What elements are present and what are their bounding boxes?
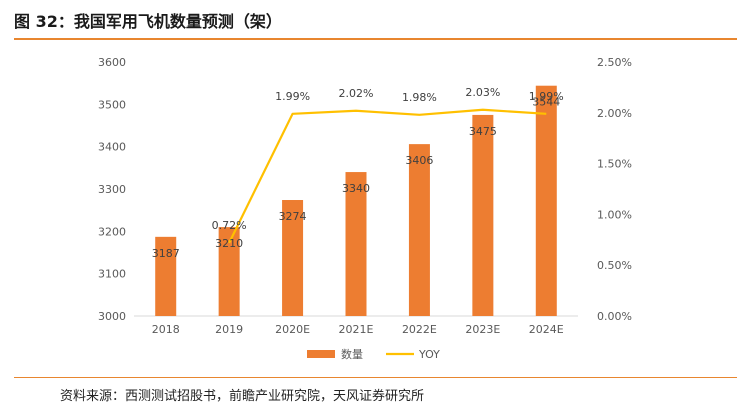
- x-tick-label: 2019: [215, 323, 243, 336]
- bar-data-label: 3210: [215, 237, 243, 250]
- y-right-tick-label: 0.00%: [597, 310, 632, 323]
- yoy-line: [228, 108, 547, 244]
- y-left-tick-label: 3200: [98, 225, 126, 238]
- bar-data-label: 3475: [469, 125, 497, 138]
- x-tick-label: 2022E: [402, 323, 437, 336]
- y-left-tick-label: 3400: [98, 141, 126, 154]
- source-note: 资料来源：西测测试招股书，前瞻产业研究院，天风证券研究所: [60, 389, 425, 404]
- bar: [218, 227, 240, 316]
- yoy-data-label: 1.98%: [402, 91, 437, 104]
- yoy-data-label: 2.02%: [339, 87, 374, 100]
- yoy-data-label: 2.03%: [465, 86, 500, 99]
- x-tick-label: 2023E: [465, 323, 500, 336]
- bar: [472, 114, 494, 317]
- y-right-tick-label: 1.00%: [597, 208, 632, 221]
- y-right-tick-label: 2.00%: [597, 107, 632, 120]
- y-left-tick-label: 3500: [98, 98, 126, 111]
- bar: [345, 172, 367, 316]
- legend-swatch-bar: [307, 350, 335, 358]
- legend-label-bar: 数量: [341, 348, 363, 361]
- y-left-tick-label: 3000: [98, 310, 126, 323]
- y-right-tick-label: 0.50%: [597, 259, 632, 272]
- yoy-data-label: 1.99%: [275, 90, 310, 103]
- bar-data-label: 3274: [279, 210, 307, 223]
- yoy-data-label: 1.99%: [529, 90, 564, 103]
- x-tick-label: 2021E: [339, 323, 374, 336]
- bar: [155, 236, 177, 316]
- x-tick-label: 2018: [152, 323, 180, 336]
- x-tick-label: 2024E: [529, 323, 564, 336]
- source-rule: [14, 377, 737, 378]
- y-left-tick-label: 3300: [98, 183, 126, 196]
- bar: [535, 85, 557, 316]
- bar-data-label: 3406: [405, 154, 433, 167]
- bar: [408, 144, 430, 316]
- bar-data-label: 3544: [532, 96, 560, 109]
- legend-label-line: YOY: [418, 348, 440, 361]
- y-right-tick-label: 2.50%: [597, 56, 632, 69]
- y-left-tick-label: 3100: [98, 268, 126, 281]
- yoy-data-label: 0.72%: [212, 219, 247, 232]
- bar: [282, 200, 304, 316]
- bar-data-label: 3340: [342, 182, 370, 195]
- y-left-tick-label: 3600: [98, 56, 126, 69]
- y-right-tick-label: 1.50%: [597, 158, 632, 171]
- title-rule: [14, 38, 737, 40]
- x-tick-label: 2020E: [275, 323, 310, 336]
- figure-title: 图 32：我国军用飞机数量预测（架）: [14, 12, 282, 31]
- bar-data-label: 3187: [152, 247, 180, 260]
